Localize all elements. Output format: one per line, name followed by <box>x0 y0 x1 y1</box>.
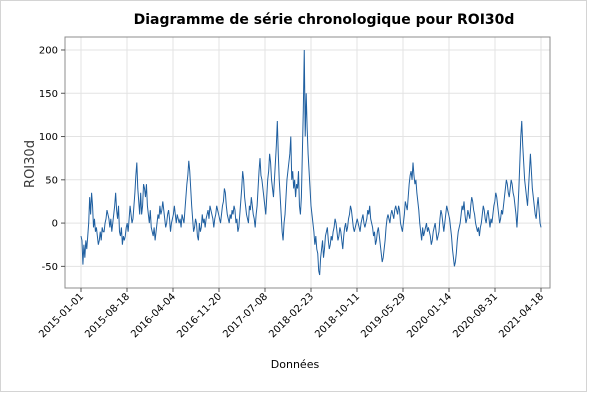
y-tick-label: 50 <box>45 175 58 186</box>
y-axis: -50 0 50 100 150 200 <box>39 45 65 273</box>
chart-frame: Diagramme de série chronologique pour RO… <box>0 0 587 392</box>
y-axis-label: ROI30d <box>23 140 38 188</box>
x-tick-label: 2016-11-20 <box>175 291 224 340</box>
y-tick-label: 150 <box>39 89 58 100</box>
x-tick-label: 2021-04-18 <box>497 291 546 340</box>
y-tick-label: 0 <box>52 219 58 230</box>
x-tick-label: 2018-10-11 <box>313 291 362 340</box>
x-tick-label: 2020-01-14 <box>405 291 454 340</box>
y-tick-label: 100 <box>39 132 58 143</box>
chart-title: Diagramme de série chronologique pour RO… <box>134 12 515 28</box>
grid-lines <box>65 37 550 288</box>
x-tick-label: 2015-01-01 <box>37 291 86 340</box>
x-tick-label: 2016-04-04 <box>129 291 178 340</box>
x-tick-label: 2015-08-18 <box>83 291 132 340</box>
y-tick-label: -50 <box>42 262 58 273</box>
y-tick-label: 200 <box>39 45 58 56</box>
time-series-chart: Diagramme de série chronologique pour RO… <box>23 12 551 371</box>
series-line-roi30d <box>80 49 542 276</box>
x-tick-label: 2017-07-08 <box>221 291 270 340</box>
x-axis: 2015-01-012015-08-182016-04-042016-11-20… <box>37 288 546 340</box>
x-tick-label: 2018-02-23 <box>267 291 316 340</box>
plot-area <box>64 36 551 289</box>
x-tick-label: 2019-05-29 <box>359 291 408 340</box>
x-tick-label: 2020-08-31 <box>451 291 500 340</box>
x-axis-label: Données <box>271 358 320 371</box>
